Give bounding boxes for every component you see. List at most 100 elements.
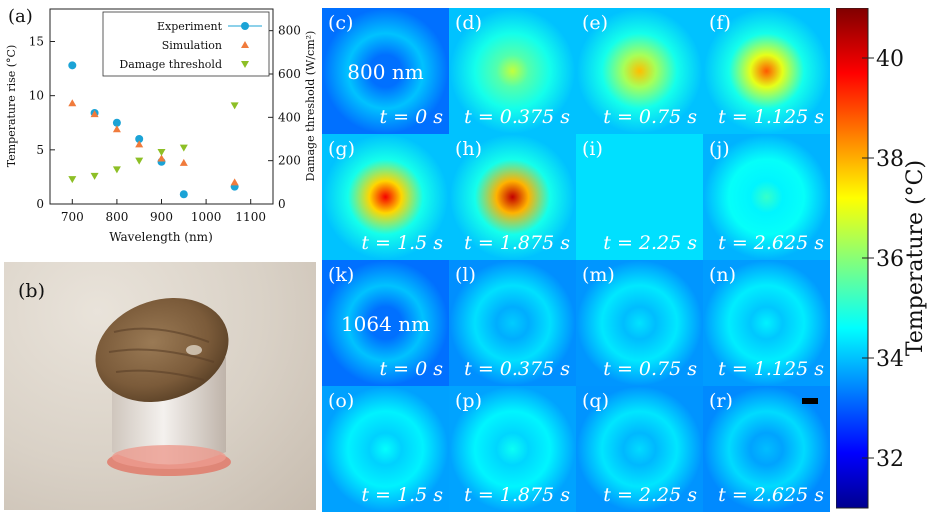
data-point-circle — [179, 190, 188, 199]
legend-marker — [241, 41, 249, 48]
thermal-tile: (e) t = 0.75 s — [576, 8, 703, 134]
colorbar-tick-label: 40 — [876, 47, 904, 72]
panel-b-label: (b) — [18, 280, 45, 302]
tile-time-label: t = 0 s — [379, 106, 443, 128]
colorbar-tick-label: 32 — [876, 447, 904, 472]
data-point-circle — [68, 61, 77, 70]
colorbar-label: Temperature (°C) — [903, 160, 928, 356]
tile-time-label: t = 0.75 s — [603, 106, 697, 128]
y-tick-label: 15 — [29, 35, 44, 49]
y2-tick-label: 400 — [278, 110, 301, 124]
tile-panel-label: (c) — [328, 12, 354, 34]
data-point-triangle-up — [157, 154, 166, 162]
data-point-triangle-down — [90, 172, 99, 180]
tile-panel-label: (n) — [709, 264, 737, 286]
colorbar-tick-label: 38 — [876, 147, 904, 172]
tile-panel-label: (e) — [582, 12, 609, 34]
tile-panel-label: (p) — [455, 390, 482, 412]
y-tick-label: 10 — [29, 89, 44, 103]
x-tick-label: 900 — [150, 210, 173, 224]
thermal-tile: (o) t = 1.5 s — [322, 386, 449, 512]
data-point-triangle-up — [230, 178, 239, 186]
thermal-tile: (n) t = 1.125 s — [703, 260, 830, 386]
legend-box — [102, 11, 270, 77]
y2-tick-label: 600 — [278, 67, 301, 81]
tile-panel-label: (i) — [582, 138, 603, 160]
x-axis-label: Wavelength (nm) — [109, 230, 213, 244]
thermal-tile: (i) t = 2.25 s — [576, 134, 703, 260]
y-tick-label: 5 — [36, 143, 44, 157]
data-point-triangle-up — [179, 158, 188, 166]
data-point-circle — [112, 118, 121, 127]
thermal-tile: (h) t = 1.875 s — [449, 134, 576, 260]
tile-panel-label: (h) — [455, 138, 483, 160]
x-tick-label: 800 — [105, 210, 128, 224]
data-point-triangle-down — [112, 166, 121, 174]
panel-a-chart: (a) 0 5 10 15 0 200 400 600 800 700 800 900 1000 11… — [5, 6, 317, 244]
y2-tick-label: 800 — [278, 24, 301, 38]
data-point-triangle-down — [68, 176, 77, 184]
tile-time-label: t = 1.875 s — [464, 232, 570, 254]
y-tick-label: 0 — [36, 197, 44, 211]
tile-time-label: t = 1.125 s — [718, 106, 824, 128]
thermal-tile: (q) t = 2.25 s — [576, 386, 703, 512]
tile-wavelength-label: 1064 nm — [340, 312, 431, 336]
tile-panel-label: (j) — [709, 138, 730, 160]
thermal-image-grid: (c) 800 nm t = 0 s (d) t = 0.375 s (e) t = 0.7… — [322, 8, 830, 513]
sample-photo-drawing — [95, 298, 231, 476]
tile-panel-label: (d) — [455, 12, 482, 34]
panel-a-label: (a) — [8, 6, 33, 27]
tile-time-label: t = 0.375 s — [464, 358, 570, 380]
scale-bar — [802, 398, 818, 404]
tile-time-label: t = 0.375 s — [464, 106, 570, 128]
tile-time-label: t = 1.5 s — [361, 232, 443, 254]
y2-axis-label: Damage threshold (W/cm²) — [304, 31, 317, 182]
tile-panel-label: (f) — [709, 12, 731, 34]
legend-marker — [241, 22, 249, 30]
tile-time-label: t = 2.25 s — [603, 484, 697, 506]
thermal-tile: (g) t = 1.5 s — [322, 134, 449, 260]
thermal-tile: (m) t = 0.75 s — [576, 260, 703, 386]
thermal-tile: (d) t = 0.375 s — [449, 8, 576, 134]
y2-tick-label: 200 — [278, 154, 301, 168]
thermal-tile: (j) t = 2.625 s — [703, 134, 830, 260]
tile-time-label: t = 1.5 s — [361, 484, 443, 506]
chart-legend: Experiment Simulation Damage threshold — [102, 11, 270, 77]
tile-panel-label: (q) — [582, 390, 609, 412]
legend-entry-label: Simulation — [162, 39, 222, 52]
y-axis-label: Temperature rise (°C) — [5, 45, 18, 168]
thermal-tile: (f) t = 1.125 s — [703, 8, 830, 134]
x-tick-label: 1100 — [235, 210, 266, 224]
data-point-triangle-down — [157, 149, 166, 156]
tile-panel-label: (o) — [328, 390, 355, 412]
legend-entry-label: Experiment — [157, 20, 223, 33]
tile-time-label: t = 0.75 s — [603, 358, 697, 380]
tile-time-label: t = 1.875 s — [464, 484, 570, 506]
thermal-tile: (k) 1064 nm t = 0 s — [322, 260, 449, 386]
tile-time-label: t = 2.625 s — [718, 484, 824, 506]
temperature-colorbar: 32 34 36 38 40 Temperature (°C) — [836, 8, 928, 509]
data-point-triangle-up — [112, 125, 121, 133]
legend-marker — [241, 61, 249, 68]
data-point-triangle-down — [179, 144, 188, 152]
thermal-tile: (c) 800 nm t = 0 s — [322, 8, 449, 134]
thermal-tile: (l) t = 0.375 s — [449, 260, 576, 386]
thermal-tile: (p) t = 1.875 s — [449, 386, 576, 512]
tile-panel-label: (k) — [328, 264, 355, 286]
x-tick-label: 1000 — [191, 210, 222, 224]
tile-time-label: t = 0 s — [379, 358, 443, 380]
data-point-triangle-up — [135, 140, 144, 148]
tile-panel-label: (r) — [709, 390, 733, 412]
tile-panel-label: (l) — [455, 264, 476, 286]
thermal-tile: (r) t = 2.625 s — [703, 386, 830, 512]
data-point-circle — [135, 135, 144, 143]
tile-time-label: t = 2.625 s — [718, 232, 824, 254]
legend-entry-label: Damage threshold — [119, 58, 222, 71]
colorbar-tick-label: 36 — [876, 247, 904, 272]
data-point-triangle-up — [68, 99, 77, 107]
tile-wavelength-label: 800 nm — [347, 60, 424, 84]
tile-panel-label: (m) — [582, 264, 615, 286]
data-point-triangle-up — [90, 110, 99, 118]
tile-panel-label: (g) — [328, 138, 355, 160]
data-point-triangle-down — [230, 102, 239, 110]
